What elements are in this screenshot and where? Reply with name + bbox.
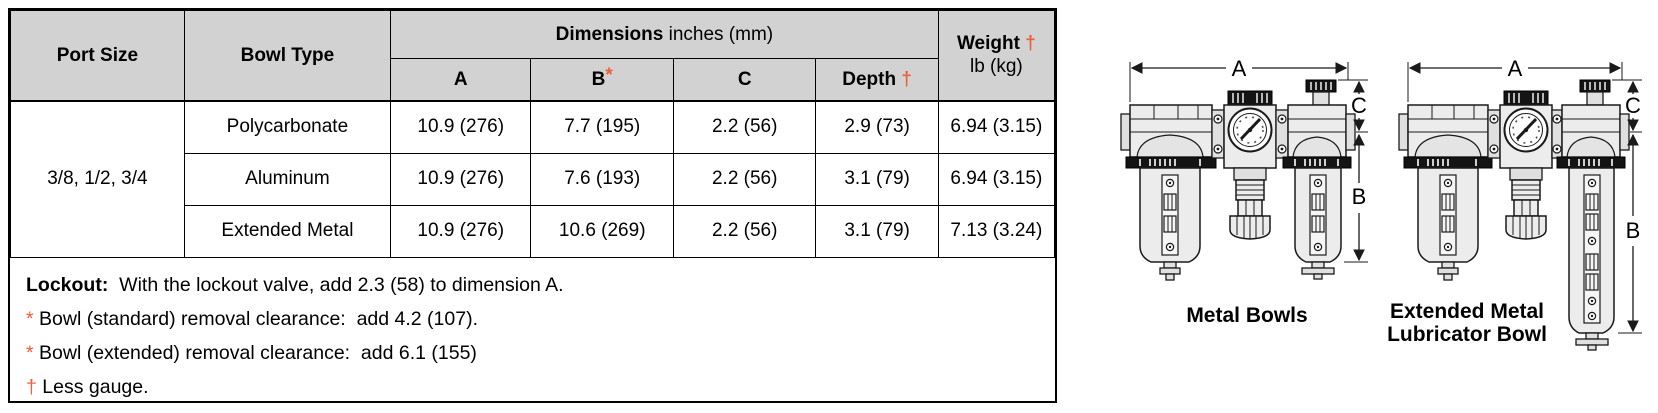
cell-dim-b: 7.6 (193) <box>530 152 674 206</box>
cell-depth: 3.1 (79) <box>815 152 939 206</box>
note-less-gauge: † Less gauge. <box>26 370 1039 404</box>
dimension-label-b: B <box>1626 218 1641 243</box>
cell-dim-c: 2.2 (56) <box>672 204 817 258</box>
cell-dim-a: 10.9 (276) <box>389 204 532 258</box>
caption-extended-line2: Lubricator Bowl <box>1387 323 1547 346</box>
cell-dim-b: 10.6 (269) <box>530 204 674 258</box>
frl-diagram-metal-bowls: A <box>1120 56 1368 281</box>
cell-bowl-type: Aluminum <box>183 152 392 206</box>
table-row: 3/8, 1/2, 3/4 Polycarbonate 10.9 (276) 7… <box>10 100 1056 258</box>
cell-dim-a: 10.9 (276) <box>389 152 532 206</box>
note-bowl-extended-text: Bowl (extended) removal clearance: add 6… <box>33 341 477 364</box>
cell-weight: 6.94 (3.15) <box>937 152 1056 206</box>
clamp-right <box>1275 109 1289 159</box>
clamp-right <box>1551 109 1563 159</box>
header-col-b-label: B <box>591 68 606 90</box>
filter-unit <box>1398 104 1493 281</box>
cell-dim-c: 2.2 (56) <box>672 100 817 154</box>
dimension-label-a: A <box>1508 56 1523 81</box>
weight-dagger-mark: † <box>1025 33 1036 54</box>
header-col-c: C <box>672 58 817 102</box>
table-row: Extended Metal 10.9 (276) 10.6 (269) 2.2… <box>11 204 1056 258</box>
caption-extended-line1: Extended Metal <box>1389 300 1545 323</box>
dimension-label-a: A <box>1232 56 1247 81</box>
note-bowl-extended: * Bowl (extended) removal clearance: add… <box>26 336 1039 370</box>
header-col-depth-label: Depth <box>842 68 902 90</box>
spec-table: Port Size Bowl Type Dimensions inches (m… <box>10 10 1056 258</box>
clamp-left <box>1211 109 1225 159</box>
frl-diagram-extended-metal: A <box>1398 56 1642 351</box>
dimension-label-c: C <box>1625 93 1641 118</box>
regulator-unit <box>1223 90 1277 240</box>
cell-depth: 3.1 (79) <box>815 204 939 258</box>
header-bowl-type: Bowl Type <box>183 10 392 102</box>
caption-metal-bowls: Metal Bowls <box>1186 304 1308 327</box>
footnotes: Lockout: With the lockout valve, add 2.3… <box>10 258 1055 398</box>
header-weight-label: Weight <box>956 33 1026 54</box>
col-b-asterisk-mark: * <box>605 64 613 86</box>
lubricator-unit-extended <box>1556 79 1630 351</box>
header-weight: Weight † lb (kg) <box>937 10 1056 102</box>
caption-extended-metal: Extended Metal Lubricator Bowl <box>1371 300 1563 346</box>
clamp-left <box>1487 109 1501 159</box>
depth-dagger-mark: † <box>901 68 912 90</box>
note-bowl-standard-text: Bowl (standard) removal clearance: add 4… <box>33 307 478 330</box>
asterisk-mark: * <box>26 307 34 330</box>
dimension-b: B <box>1344 133 1368 263</box>
header-port-size: Port Size <box>10 10 185 102</box>
header-col-depth: Depth † <box>815 58 939 102</box>
dimension-a: A <box>1407 56 1623 102</box>
cell-weight: 7.13 (3.24) <box>937 204 1056 258</box>
note-lockout-text: With the lockout valve, add 2.3 (58) to … <box>108 273 564 296</box>
note-lockout: Lockout: With the lockout valve, add 2.3… <box>26 268 1039 302</box>
cell-bowl-type: Extended Metal <box>183 204 392 258</box>
cell-dim-c: 2.2 (56) <box>672 152 817 206</box>
spec-table-container: Port Size Bowl Type Dimensions inches (m… <box>8 8 1057 403</box>
cell-port-size: 3/8, 1/2, 3/4 <box>10 100 185 258</box>
dimension-label-c: C <box>1351 93 1367 118</box>
cell-dim-b: 7.7 (195) <box>530 100 674 154</box>
asterisk-mark: * <box>26 341 34 364</box>
dimension-c: C <box>1612 79 1642 133</box>
header-dimensions-units: inches (mm) <box>663 23 774 45</box>
cell-weight: 6.94 (3.15) <box>937 100 1056 154</box>
dimension-b: B <box>1618 133 1642 334</box>
header-weight-units: lb (kg) <box>969 56 1023 77</box>
lubricator-unit <box>1282 79 1356 280</box>
header-col-a: A <box>389 58 532 102</box>
note-bowl-standard: * Bowl (standard) removal clearance: add… <box>26 302 1039 336</box>
cell-dim-a: 10.9 (276) <box>389 100 532 154</box>
cell-depth: 2.9 (73) <box>815 100 939 154</box>
table-row: Aluminum 10.9 (276) 7.6 (193) 2.2 (56) 3… <box>11 152 1056 206</box>
cell-bowl-type: Polycarbonate <box>183 100 392 154</box>
header-dimensions: Dimensions inches (mm) <box>390 10 939 59</box>
dimension-a: A <box>1129 56 1349 102</box>
dimension-c: C <box>1338 79 1368 133</box>
dimension-label-b: B <box>1352 184 1367 209</box>
dagger-mark: † <box>26 375 37 398</box>
filter-unit <box>1120 104 1217 281</box>
header-dimensions-bold: Dimensions <box>555 23 664 45</box>
note-less-gauge-text: Less gauge. <box>36 375 149 398</box>
header-col-b: B* <box>530 58 674 102</box>
regulator-unit <box>1499 90 1553 240</box>
note-lockout-label: Lockout: <box>26 273 109 296</box>
